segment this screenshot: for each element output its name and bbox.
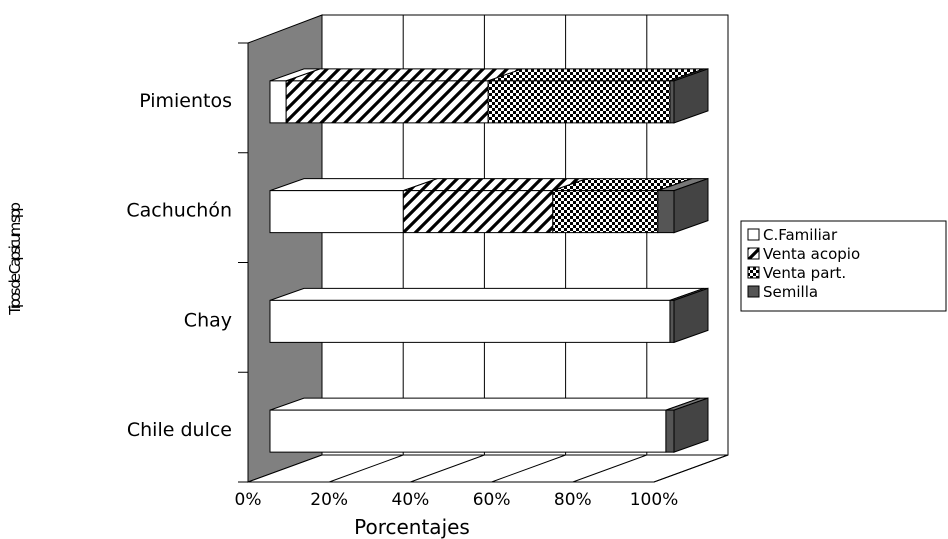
x-tick-label: 80%	[554, 490, 592, 510]
category-label: Pimientos	[139, 90, 232, 112]
legend-swatch	[747, 266, 760, 279]
y-axis-title: Tipos de Capsicum spp	[6, 203, 24, 316]
legend-swatch	[747, 228, 760, 241]
floor-gridline	[410, 454, 485, 483]
category-label: Chay	[184, 309, 232, 331]
x-tick-label: 60%	[473, 490, 511, 510]
bar-segment	[269, 80, 287, 124]
bar-segment	[552, 190, 659, 234]
bar-group	[269, 177, 709, 234]
x-tick-label: 0%	[235, 490, 262, 510]
floor-gridline	[329, 454, 404, 483]
bar-end-face	[673, 68, 709, 124]
category-label: Chile dulce	[127, 419, 232, 441]
x-tick-label: 40%	[392, 490, 430, 510]
bars	[269, 68, 709, 453]
bar-segment	[285, 80, 489, 124]
legend-label: Semilla	[763, 283, 818, 301]
bar-group	[269, 287, 709, 344]
bar-segment	[269, 299, 671, 343]
bar-segment	[669, 80, 675, 124]
bar-segment	[487, 80, 671, 124]
bar-end-face	[673, 287, 709, 344]
bar-segment-top	[487, 68, 705, 82]
floor-gridline	[491, 454, 566, 483]
x-tick-labels: 0% 20% 40% 60% 80% 100%	[235, 490, 679, 510]
bar-group	[269, 68, 709, 124]
legend-swatch	[747, 247, 760, 260]
legend-box	[740, 220, 947, 312]
bar-segment-top	[269, 397, 701, 411]
x-axis-title: Porcentajes	[354, 515, 470, 539]
bar-segment	[269, 190, 404, 234]
legend-label: Venta part.	[763, 264, 846, 282]
bar-segment	[669, 299, 675, 343]
legend-label: Venta acopio	[763, 245, 860, 263]
plot-floor	[247, 454, 729, 483]
bar-end-face	[673, 397, 709, 453]
category-labels: Chile dulce Chay Cachuchón Pimientos	[126, 90, 232, 441]
legend-label: C.Familiar	[763, 226, 838, 244]
bar-group	[269, 397, 709, 453]
bar-segment-top	[269, 287, 705, 301]
x-tick-label: 100%	[630, 490, 679, 510]
bar-segment	[269, 409, 667, 453]
bar-end-face	[673, 177, 709, 234]
bar-segment	[657, 190, 675, 234]
category-axis	[238, 42, 248, 483]
floor-gridline	[653, 454, 729, 483]
bar-segment-top	[285, 68, 523, 82]
bar-segment	[402, 190, 554, 234]
bar-segment	[665, 409, 675, 453]
category-label: Cachuchón	[126, 200, 232, 222]
floor-gridline	[572, 454, 647, 483]
legend-swatch	[747, 285, 760, 298]
x-tick-label: 20%	[310, 490, 348, 510]
